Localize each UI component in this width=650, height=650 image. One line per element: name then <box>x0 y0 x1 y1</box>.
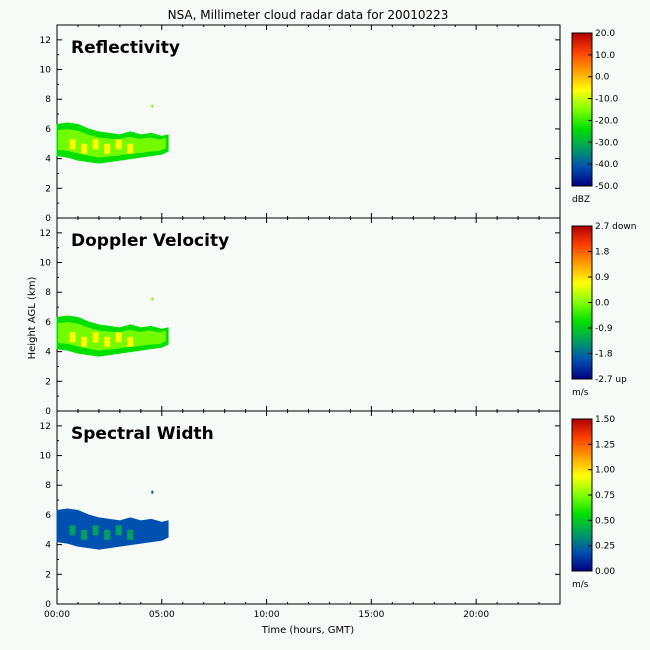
y-tick-label: 12 <box>40 36 51 46</box>
echo-core-cell <box>115 525 122 536</box>
panel-3: 0 2 4 6 8 10 12 00:00 05:00 10:00 15:00 20:00 Spectr… <box>40 410 561 620</box>
echo-core-cell <box>81 143 88 154</box>
colorbar-tick-label: 0.00 <box>595 567 615 577</box>
echo-core-cell <box>104 336 111 347</box>
y-tick-label: 10 <box>40 452 52 462</box>
colorbar-tick-label: 2.7 down <box>595 222 636 232</box>
y-tick-label: 4 <box>45 541 51 551</box>
x-tick-label: 00:00 <box>44 610 70 620</box>
echo-core-cell <box>92 525 99 536</box>
echo-core-cell <box>69 332 76 343</box>
x-tick-label: 15:00 <box>358 610 384 620</box>
y-axis-label: Height AGL (km) <box>27 277 38 360</box>
echo-core-cell <box>81 529 88 540</box>
x-tick-label: 10:00 <box>254 610 280 620</box>
y-tick-label: 10 <box>40 66 52 76</box>
colorbar-unit: dBZ <box>572 195 590 205</box>
echo-core-cell <box>104 529 111 540</box>
y-tick-label: 8 <box>45 95 51 105</box>
y-tick-label: 6 <box>45 125 51 135</box>
colorbar-gradient <box>571 32 593 187</box>
y-tick-label: 2 <box>45 377 51 387</box>
y-tick-label: 4 <box>45 348 51 358</box>
colorbar-tick-label: -20.0 <box>595 116 619 126</box>
y-tick-label: 6 <box>45 511 51 521</box>
colorbar-tick-label: 20.0 <box>595 29 615 39</box>
colorbar-3: 1.50 1.25 1.00 0.75 0.50 0.25 0.00 m/s <box>571 415 615 590</box>
colorbar-unit: m/s <box>572 388 589 398</box>
x-tick-label: 20:00 <box>463 610 489 620</box>
colorbar-tick-label: 1.00 <box>595 466 615 476</box>
echo-core-cell <box>115 332 122 343</box>
stray-echo <box>151 490 154 494</box>
echo-core-cell <box>92 139 99 150</box>
colorbar-tick-label: -30.0 <box>595 138 619 148</box>
colorbar-tick-label: -10.0 <box>595 95 619 105</box>
colorbar-tick-label: 10.0 <box>595 51 615 61</box>
colorbar-tick-label: -2.7 up <box>595 375 627 385</box>
echo-core-cell <box>127 336 134 347</box>
colorbar-1: 20.0 10.0 0.0 -10.0 -20.0 -30.0 -40.0 -50.0 dBZ <box>571 29 619 205</box>
echo-core-cell <box>81 336 88 347</box>
y-tick-label: 8 <box>45 288 51 298</box>
colorbar-tick-label: 1.25 <box>595 440 615 450</box>
colorbar-tick-label: 1.50 <box>595 415 615 425</box>
stray-echo <box>151 104 154 108</box>
x-axis-label: Time (hours, GMT) <box>261 625 355 636</box>
echo-core-cell <box>104 143 111 154</box>
echo-core-cell <box>92 332 99 343</box>
y-tick-label: 6 <box>45 318 51 328</box>
colorbar-tick-label: -1.8 <box>595 350 613 360</box>
y-tick-label: 2 <box>45 570 51 580</box>
colorbar-tick-label: -40.0 <box>595 160 619 170</box>
colorbar-tick-label: 0.50 <box>595 516 615 526</box>
y-tick-label: 8 <box>45 481 51 491</box>
panel-title: Reflectivity <box>71 38 180 58</box>
x-tick-label: 05:00 <box>149 610 175 620</box>
panel-title: Doppler Velocity <box>71 231 229 251</box>
echo-core-cell <box>69 525 76 536</box>
colorbar-tick-label: 0.9 <box>595 273 610 283</box>
echo-core-cell <box>127 529 134 540</box>
colorbar-tick-label: 0.75 <box>595 491 615 501</box>
colorbar-unit: m/s <box>572 580 589 590</box>
colorbar-tick-label: 0.0 <box>595 299 610 309</box>
y-tick-label: 2 <box>45 184 51 194</box>
y-tick-label: 12 <box>40 229 51 239</box>
colorbar-tick-label: 0.25 <box>595 542 615 552</box>
colorbar-tick-label: 0.0 <box>595 73 610 83</box>
y-tick-label: 12 <box>40 422 51 432</box>
y-tick-label: 4 <box>45 155 51 165</box>
panel-2: 0 2 4 6 8 10 12 Doppler Velocity <box>40 217 561 417</box>
y-tick-label: 10 <box>40 259 52 269</box>
colorbar-tick-label: -0.9 <box>595 324 613 334</box>
figure-title: NSA, Millimeter cloud radar data for 200… <box>168 8 449 22</box>
colorbar-tick-label: 1.8 <box>595 248 610 258</box>
panel-1: 0 2 4 6 8 10 12 Reflectivity <box>40 24 561 224</box>
echo-core-cell <box>69 139 76 150</box>
colorbar-tick-label: -50.0 <box>595 182 619 192</box>
echo-core-cell <box>115 139 122 150</box>
echo-core-cell <box>127 143 134 154</box>
y-tick-label: 0 <box>45 214 51 224</box>
colorbar-2: 2.7 down 1.8 0.9 0.0 -0.9 -1.8 -2.7 up m/s <box>571 222 636 398</box>
panel-title: Spectral Width <box>71 424 214 444</box>
y-tick-label: 0 <box>45 600 51 610</box>
stray-echo <box>151 297 154 301</box>
y-tick-label: 0 <box>45 407 51 417</box>
